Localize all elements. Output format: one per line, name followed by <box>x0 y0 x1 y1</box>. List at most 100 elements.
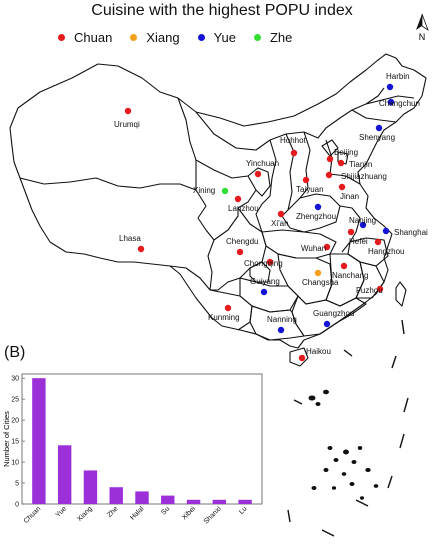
city-dot-guiyang <box>260 288 268 296</box>
city-dot-shanghai <box>382 227 390 235</box>
bar-lu <box>238 499 252 504</box>
y-tick-label: 10 <box>11 460 19 467</box>
panel-label: (B) <box>4 344 26 361</box>
bar-shanxi <box>212 499 227 504</box>
y-axis-label: Number of Cities <box>2 411 11 467</box>
city-label-nanjing: Nanjing <box>349 216 376 225</box>
bar-zhe <box>109 487 123 504</box>
city-label-changchun: Changchun <box>379 99 420 108</box>
city-wuhan: Wuhan <box>301 243 331 253</box>
city-hefei: Hefei <box>347 228 368 246</box>
border-liaoning-jilin <box>351 109 397 123</box>
city-yinchuan: Yinchuan <box>246 159 279 178</box>
national-border <box>9 53 427 349</box>
city-dot-nanchang <box>340 262 348 270</box>
legend-item-yue: Yue <box>197 30 236 45</box>
city-label-zhengzhou: Zhengzhou <box>296 212 336 221</box>
city-zhengzhou: Zhengzhou <box>296 203 336 221</box>
city-dot-guangzhou <box>323 320 331 328</box>
city-dot-wuhan <box>323 243 331 251</box>
x-tick-label-yue: Yue <box>55 505 69 519</box>
bar-chuan <box>32 378 46 504</box>
y-tick-label: 30 <box>11 376 19 383</box>
city-dot-yinchuan <box>254 170 262 178</box>
city-dot-shenyang <box>375 124 383 132</box>
city-dot-hangzhou <box>374 238 382 246</box>
city-dot-chengdu <box>236 248 244 256</box>
city-dot-hefei <box>347 228 355 236</box>
city-dot-harbin <box>386 83 394 91</box>
city-label-taiyuan: Taiyuan <box>296 185 324 194</box>
border-tibet-qinghai <box>195 189 215 241</box>
bar-xiang <box>83 470 98 504</box>
border-jiangsu-anhui <box>339 205 361 253</box>
city-label-changsha: Changsha <box>302 278 339 287</box>
border-tianjin <box>337 151 349 165</box>
map-title: Cuisine with the highest POPU index <box>91 2 353 19</box>
border-inner-mongolia <box>195 87 385 151</box>
x-tick-label-chuan: Chuan <box>23 505 43 525</box>
city-guangzhou: Guangzhou <box>313 309 354 328</box>
city-dot-hohhot <box>290 149 298 157</box>
city-lanzhou: Lanzhou <box>228 195 259 213</box>
city-chongqing: Chongqing <box>244 258 283 268</box>
city-label-haikou: Haikou <box>306 347 331 356</box>
city-nanning: Nanning <box>267 315 297 334</box>
y-tick-label: 15 <box>11 439 19 446</box>
city-hangzhou: Hangzhou <box>368 238 404 256</box>
border-gansu-shaanxi <box>255 139 277 233</box>
legend-item-xiang: Xiang <box>130 30 180 45</box>
city-shijiazhuang: Shijiazhuang <box>325 171 387 181</box>
city-dot-urumqi <box>124 107 132 115</box>
x-tick-label-su: Su <box>160 505 171 516</box>
city-shenyang: Shenyang <box>359 124 395 142</box>
city-dot-xian <box>277 210 285 218</box>
city-dot-changsha <box>314 269 322 277</box>
city-dot-jinan <box>338 183 346 191</box>
legend-label-zhe: Zhe <box>269 30 293 45</box>
city-label-guiyang: Guiyang <box>250 277 280 286</box>
city-label-fuzhou: Fuzhou <box>356 286 383 295</box>
legend-label-chuan: Chuan <box>74 30 113 45</box>
city-dot-tianjin <box>337 159 345 167</box>
x-tick-label-halal: Halal <box>129 505 146 522</box>
city-dot-nanning <box>277 326 285 334</box>
city-label-urumqi: Urumqi <box>114 120 140 129</box>
bar-su <box>161 495 175 504</box>
border-henan <box>281 193 341 233</box>
city-dot-lanzhou <box>234 195 242 203</box>
border-tibet-sichuan <box>207 239 215 291</box>
city-label-hohhot: Hohhot <box>280 136 307 145</box>
city-harbin: Harbin <box>386 72 410 91</box>
border-qinghai-sichuan <box>213 208 239 241</box>
city-changsha: Changsha <box>302 269 339 287</box>
city-label-lanzhou: Lanzhou <box>228 204 259 213</box>
city-lhasa: Lhasa <box>119 234 145 253</box>
bar-xibei <box>186 499 201 504</box>
border-tibet-yunnan <box>169 265 211 291</box>
y-tick-label: 25 <box>11 397 19 404</box>
city-haikou: Haikou <box>298 347 331 362</box>
border-jilin-heilongjiang <box>365 95 415 105</box>
city-dot-nanjing <box>359 221 367 229</box>
city-dot-xining <box>221 187 229 195</box>
city-urumqi: Urumqi <box>114 107 140 129</box>
city-kunming: Kunming <box>208 304 240 322</box>
city-label-chongqing: Chongqing <box>244 259 283 268</box>
bars <box>32 378 252 504</box>
city-label-beijing: Beijing <box>334 148 358 157</box>
city-dot-kunming <box>224 304 232 312</box>
north-label: N <box>419 32 426 42</box>
city-label-hangzhou: Hangzhou <box>368 247 404 256</box>
border-chongqing <box>249 261 271 283</box>
province-boundaries <box>9 53 427 367</box>
city-markers: Urumqi Harbin Changchun Shenyang Hohhot Beiji… <box>114 72 428 362</box>
legend-dot-zhe <box>253 34 261 41</box>
city-dot-zhengzhou <box>314 203 322 211</box>
city-label-tianjin: Tianjin <box>349 160 372 169</box>
border-ningxia <box>247 167 271 197</box>
city-fuzhou: Fuzhou <box>356 285 384 295</box>
border-shaanxi-shanxi <box>285 133 295 211</box>
city-changchun: Changchun <box>379 98 420 108</box>
